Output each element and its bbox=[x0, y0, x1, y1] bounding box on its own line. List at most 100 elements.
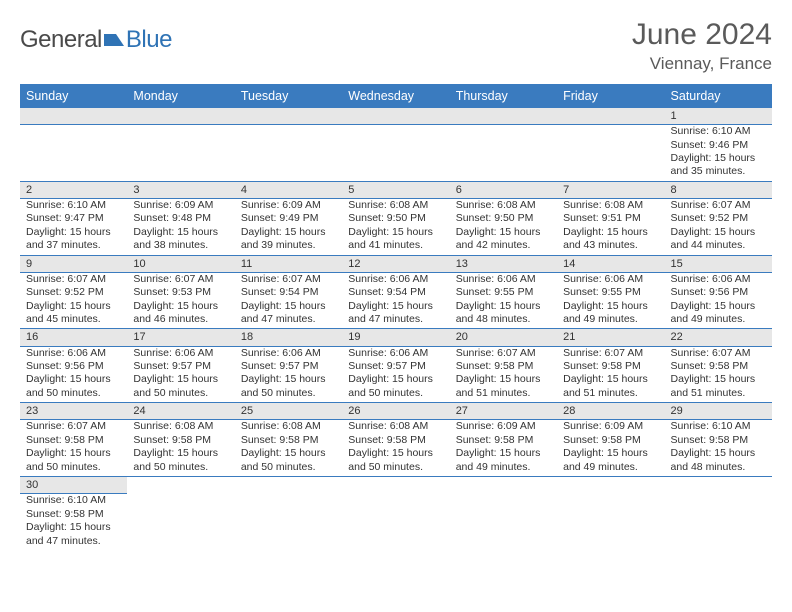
day-sunrise: Sunrise: 6:08 AM bbox=[348, 420, 443, 433]
brand-logo: General Blue bbox=[20, 26, 172, 54]
day-sunset: Sunset: 9:54 PM bbox=[241, 286, 336, 299]
day-info-cell bbox=[557, 125, 664, 182]
day-d1: Daylight: 15 hours bbox=[348, 300, 443, 313]
day-number-cell: 10 bbox=[127, 255, 234, 272]
day-number-cell bbox=[127, 477, 234, 494]
day-info-cell: Sunrise: 6:07 AMSunset: 9:58 PMDaylight:… bbox=[557, 346, 664, 403]
weekday-header: Sunday bbox=[20, 84, 127, 108]
day-number-cell: 5 bbox=[342, 181, 449, 198]
day-d2: and 44 minutes. bbox=[671, 239, 766, 252]
day-info-row: Sunrise: 6:10 AMSunset: 9:47 PM Daylight:… bbox=[20, 198, 772, 255]
day-sunrise: Sunrise: 6:09 AM bbox=[133, 199, 228, 212]
day-number-cell bbox=[557, 108, 664, 125]
day-sunrise: Sunrise: 6:08 AM bbox=[133, 420, 228, 433]
day-number-cell bbox=[557, 477, 664, 494]
day-info-cell: Sunrise: 6:09 AMSunset: 9:48 PMDaylight:… bbox=[127, 198, 234, 255]
weekday-header: Friday bbox=[557, 84, 664, 108]
day-info-cell: Sunrise: 6:07 AMSunset: 9:58 PMDaylight:… bbox=[20, 420, 127, 477]
day-d1: Daylight: 15 hours bbox=[456, 447, 551, 460]
day-sunrise: Sunrise: 6:07 AM bbox=[26, 420, 121, 433]
day-info-cell: Sunrise: 6:06 AMSunset: 9:56 PMDaylight:… bbox=[665, 272, 772, 329]
day-number-cell: 3 bbox=[127, 181, 234, 198]
day-number-cell bbox=[127, 108, 234, 125]
flag-icon bbox=[104, 32, 126, 48]
day-info-cell: Sunrise: 6:07 AMSunset: 9:53 PMDaylight:… bbox=[127, 272, 234, 329]
day-info-cell: Sunrise: 6:06 AMSunset: 9:57 PMDaylight:… bbox=[235, 346, 342, 403]
day-number-row: 2345678 bbox=[20, 181, 772, 198]
day-number-cell: 21 bbox=[557, 329, 664, 346]
day-sunrise: Sunrise: 6:07 AM bbox=[671, 347, 766, 360]
day-number-cell bbox=[450, 477, 557, 494]
day-number-cell: 24 bbox=[127, 403, 234, 420]
day-d1: Daylight: 15 hours bbox=[133, 447, 228, 460]
day-info-cell: Sunrise: 6:06 AMSunset: 9:55 PMDaylight:… bbox=[557, 272, 664, 329]
day-sunrise: Sunrise: 6:08 AM bbox=[348, 199, 443, 212]
day-number-cell: 11 bbox=[235, 255, 342, 272]
day-d1: Daylight: 15 hours bbox=[563, 447, 658, 460]
weekday-header: Tuesday bbox=[235, 84, 342, 108]
day-info-cell: Sunrise: 6:10 AMSunset: 9:46 PMDaylight:… bbox=[665, 125, 772, 182]
day-sunrise: Sunrise: 6:07 AM bbox=[133, 273, 228, 286]
day-info-cell: Sunrise: 6:08 AMSunset: 9:58 PMDaylight:… bbox=[342, 420, 449, 477]
day-sunset: Sunset: 9:58 PM bbox=[348, 434, 443, 447]
day-d2: and 41 minutes. bbox=[348, 239, 443, 252]
day-d2: and 50 minutes. bbox=[348, 387, 443, 400]
day-sunrise: Sunrise: 6:06 AM bbox=[456, 273, 551, 286]
day-sunrise: Sunrise: 6:07 AM bbox=[563, 347, 658, 360]
day-sunrise: Sunrise: 6:07 AM bbox=[241, 273, 336, 286]
day-sunset: Sunset: 9:58 PM bbox=[671, 434, 766, 447]
day-d2: and 48 minutes. bbox=[671, 461, 766, 474]
day-d1: Daylight: 15 hours bbox=[26, 300, 121, 313]
day-number-cell: 9 bbox=[20, 255, 127, 272]
day-info-cell bbox=[450, 494, 557, 550]
day-sunrise: Sunrise: 6:10 AM bbox=[671, 125, 766, 138]
day-sunrise: Sunrise: 6:07 AM bbox=[456, 347, 551, 360]
calendar-table: SundayMondayTuesdayWednesdayThursdayFrid… bbox=[20, 84, 772, 550]
day-info-cell: Sunrise: 6:07 AMSunset: 9:52 PMDaylight:… bbox=[20, 272, 127, 329]
day-info-row: Sunrise: 6:07 AMSunset: 9:52 PMDaylight:… bbox=[20, 272, 772, 329]
day-info-cell bbox=[235, 125, 342, 182]
day-number-cell: 27 bbox=[450, 403, 557, 420]
day-sunrise: Sunrise: 6:06 AM bbox=[133, 347, 228, 360]
day-number-cell: 23 bbox=[20, 403, 127, 420]
title-block: June 2024 Viennay, France bbox=[632, 18, 772, 74]
day-sunset: Sunset: 9:58 PM bbox=[456, 434, 551, 447]
day-sunset: Sunset: 9:48 PM bbox=[133, 212, 228, 225]
day-d2: and 49 minutes. bbox=[456, 461, 551, 474]
day-number-cell: 30 bbox=[20, 477, 127, 494]
day-sunrise: Sunrise: 6:06 AM bbox=[348, 347, 443, 360]
day-sunrise: Sunrise: 6:06 AM bbox=[348, 273, 443, 286]
day-sunrise: Sunrise: 6:07 AM bbox=[26, 273, 121, 286]
day-d1: Daylight: 15 hours bbox=[348, 447, 443, 460]
day-sunset: Sunset: 9:50 PM bbox=[456, 212, 551, 225]
day-d1: Daylight: 15 hours bbox=[671, 226, 766, 239]
day-d1: Daylight: 15 hours bbox=[671, 373, 766, 386]
day-info-cell: Sunrise: 6:10 AMSunset: 9:47 PMDaylight:… bbox=[20, 198, 127, 255]
day-d2: and 45 minutes. bbox=[26, 313, 121, 326]
day-d2: and 47 minutes. bbox=[241, 313, 336, 326]
day-number-cell bbox=[20, 108, 127, 125]
day-d1: Daylight: 15 hours bbox=[26, 521, 121, 534]
day-d2: and 42 minutes. bbox=[456, 239, 551, 252]
day-d2: and 49 minutes. bbox=[563, 313, 658, 326]
day-info-cell: Sunrise: 6:09 AMSunset: 9:49 PMDaylight:… bbox=[235, 198, 342, 255]
day-sunset: Sunset: 9:47 PM bbox=[26, 212, 121, 225]
day-number-row: 23242526272829 bbox=[20, 403, 772, 420]
day-number-cell: 12 bbox=[342, 255, 449, 272]
day-d1: Daylight: 15 hours bbox=[241, 300, 336, 313]
day-number-cell: 26 bbox=[342, 403, 449, 420]
day-info-row: Sunrise: 6:10 AMSunset: 9:58 PMDaylight:… bbox=[20, 494, 772, 550]
day-sunrise: Sunrise: 6:06 AM bbox=[671, 273, 766, 286]
day-info-cell: Sunrise: 6:08 AMSunset: 9:58 PMDaylight:… bbox=[235, 420, 342, 477]
day-d2: and 51 minutes. bbox=[563, 387, 658, 400]
day-sunrise: Sunrise: 6:10 AM bbox=[26, 494, 121, 507]
day-d1: Daylight: 15 hours bbox=[241, 447, 336, 460]
day-d1: Daylight: 15 hours bbox=[133, 300, 228, 313]
day-number-cell: 4 bbox=[235, 181, 342, 198]
day-d1: Daylight: 15 hours bbox=[671, 152, 766, 165]
day-number-cell: 25 bbox=[235, 403, 342, 420]
day-number-cell: 22 bbox=[665, 329, 772, 346]
day-d2: and 39 minutes. bbox=[241, 239, 336, 252]
day-info-cell bbox=[127, 494, 234, 550]
day-sunrise: Sunrise: 6:10 AM bbox=[26, 199, 121, 212]
